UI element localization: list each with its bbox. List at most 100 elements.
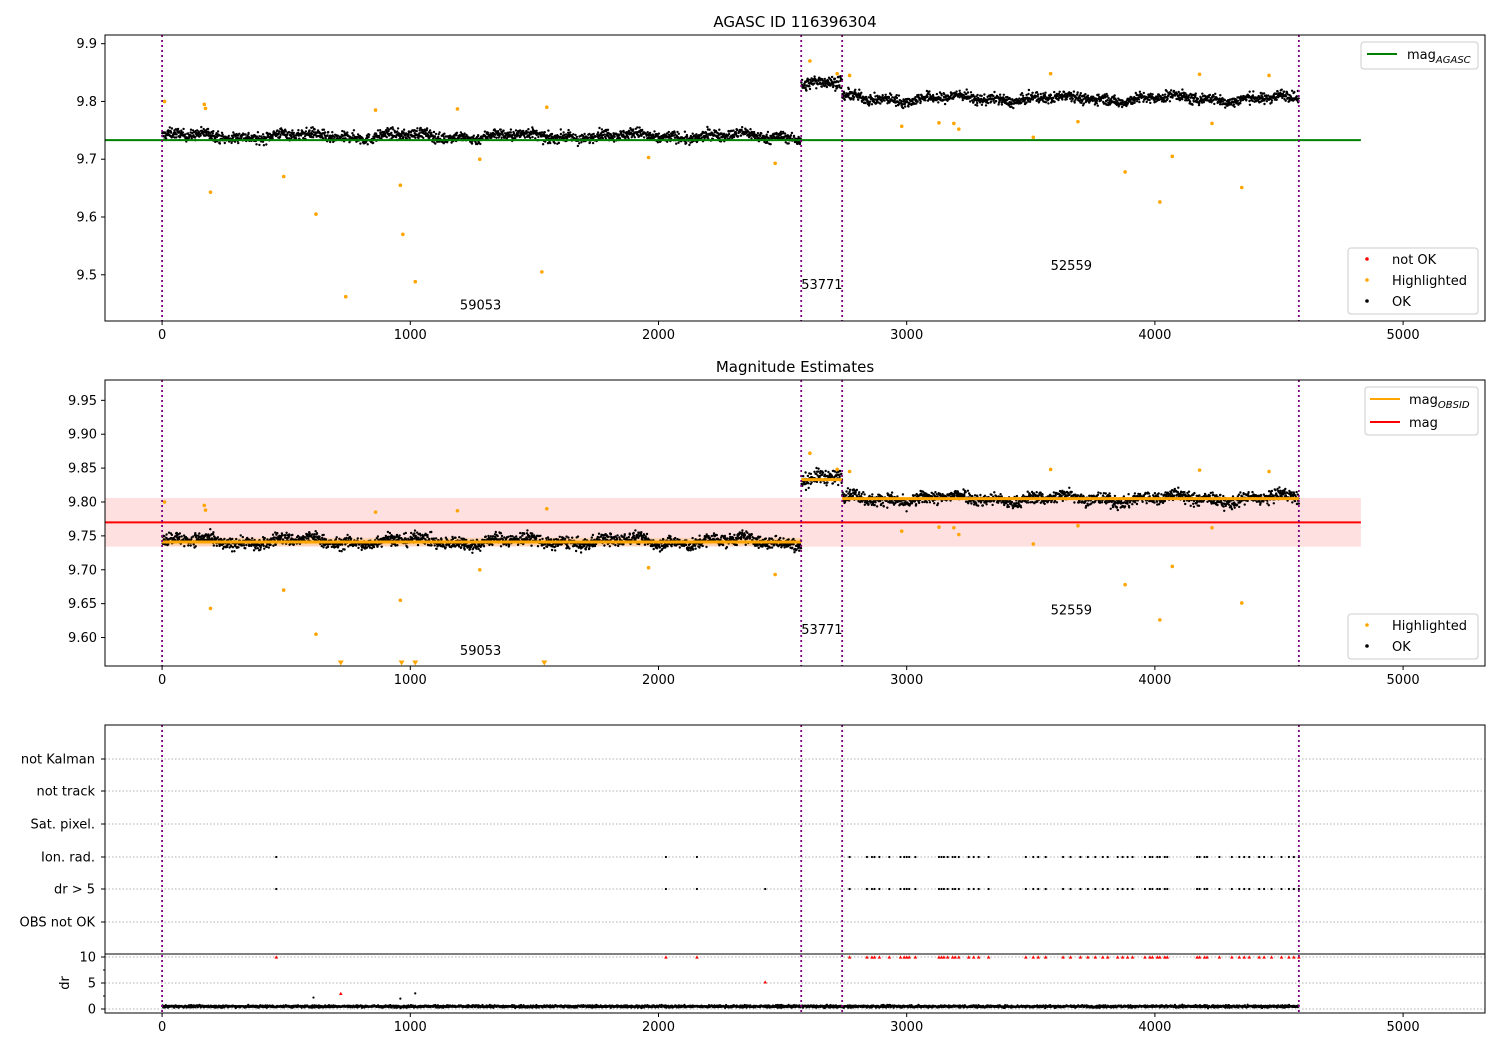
ok-point (1248, 103, 1252, 107)
ok-point (571, 536, 574, 539)
ok-point (1120, 105, 1124, 109)
ok-point (572, 133, 575, 136)
x-tick-label: 0 (158, 328, 166, 343)
ok-point (685, 141, 688, 145)
ok-point (541, 143, 545, 146)
ok-point (263, 536, 266, 540)
ok-point (531, 532, 534, 535)
ok-point (488, 543, 491, 547)
ok-point (368, 546, 372, 549)
ok-point (311, 533, 314, 536)
ok-point (494, 530, 497, 534)
ok-point (199, 134, 202, 137)
ok-point (312, 136, 315, 139)
ok-point (628, 533, 631, 536)
ok-point (227, 136, 230, 140)
highlighted-point (343, 294, 348, 299)
ok-point (943, 102, 947, 106)
ok-point (534, 137, 537, 140)
ok-point (1044, 101, 1048, 104)
ok-point (181, 131, 185, 134)
ok-point (1071, 97, 1074, 100)
ok-point (314, 530, 317, 533)
ok-point (1095, 102, 1099, 105)
ok-point (163, 131, 167, 134)
ok-point (677, 141, 680, 144)
ok-point (380, 545, 383, 548)
ok-point (588, 141, 591, 144)
legend-name: mag (1407, 48, 1436, 63)
ok-point (274, 543, 277, 546)
ok-point (320, 133, 323, 137)
ok-point (902, 106, 905, 110)
ok-point (352, 129, 356, 132)
ok-point (291, 129, 294, 132)
ok-point (183, 545, 186, 548)
ok-point (601, 137, 605, 140)
ok-point (753, 137, 757, 140)
ok-point (433, 544, 436, 547)
ok-point (1138, 100, 1141, 104)
ok-point (556, 538, 560, 541)
ok-point (1297, 97, 1300, 100)
ok-point (385, 128, 388, 132)
ok-point (928, 90, 931, 93)
ok-point (580, 141, 583, 144)
ok-point (408, 136, 411, 140)
y-tick-label: 9.6 (76, 211, 97, 226)
ok-point (428, 129, 432, 132)
ok-point (396, 544, 399, 547)
ok-point (553, 142, 556, 145)
ok-point (227, 134, 230, 138)
ok-point (178, 535, 181, 539)
highlighted-point (477, 157, 482, 162)
ok-point (884, 93, 887, 97)
ok-point (392, 128, 395, 131)
ok-point (499, 532, 503, 535)
legend-label: not OK (1392, 253, 1437, 268)
ok-point (860, 91, 863, 95)
ok-point (460, 546, 463, 549)
ok-point (509, 131, 512, 134)
ok-point (627, 535, 630, 539)
ok-point (186, 537, 189, 540)
ok-point (315, 532, 319, 535)
ok-point (343, 548, 346, 551)
ok-point (1142, 91, 1146, 95)
ok-point (616, 538, 619, 541)
ok-point (479, 142, 482, 146)
ok-point (502, 129, 505, 132)
ok-point (285, 531, 288, 534)
ok-point (390, 131, 393, 135)
ok-point (359, 142, 362, 145)
ok-point (333, 135, 336, 139)
ok-point (323, 131, 327, 134)
ok-point (966, 91, 970, 94)
ok-point (887, 95, 891, 99)
ok-point (1039, 92, 1043, 96)
ok-point (259, 548, 262, 551)
ok-point (262, 144, 266, 147)
ok-point (705, 132, 708, 136)
ok-point (1035, 91, 1039, 94)
ok-point (313, 128, 316, 131)
ok-point (426, 535, 429, 539)
ok-point (279, 133, 282, 137)
highlighted-point (952, 121, 956, 126)
ok-point (288, 533, 291, 536)
ok-point (1012, 106, 1015, 110)
ok-point (940, 94, 943, 97)
ok-point (1284, 95, 1288, 98)
ok-point (519, 531, 522, 535)
ok-point (576, 535, 580, 538)
ok-point (526, 529, 529, 532)
ok-point (1000, 103, 1004, 106)
ok-point (677, 132, 680, 135)
highlighted-point (540, 270, 544, 274)
ok-point (579, 551, 583, 554)
ok-point (1221, 100, 1225, 103)
ok-point (235, 132, 238, 136)
ok-point (575, 135, 579, 139)
ok-point (1284, 99, 1287, 102)
ok-point (569, 131, 572, 134)
